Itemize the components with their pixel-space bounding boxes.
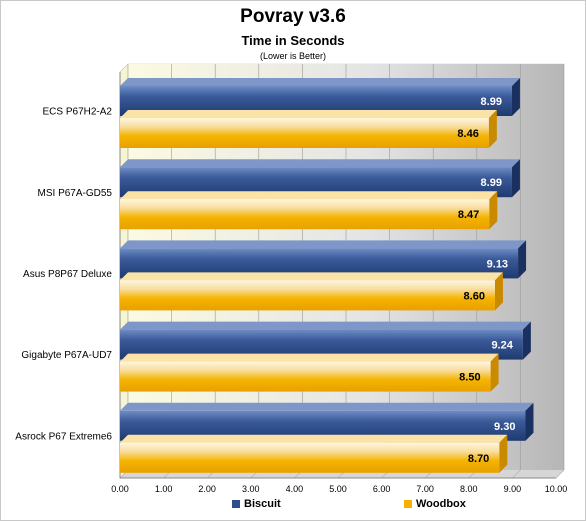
bar-woodbox [120,361,491,392]
bar-biscuit-top [120,78,520,86]
chart-title: Povray v3.6 [240,6,346,27]
bar-woodbox-side [499,434,508,473]
bar-biscuit-side [522,321,531,360]
data-label-biscuit: 9.13 [487,258,508,270]
bar-biscuit-top [120,321,531,330]
data-label-woodbox: 8.70 [468,453,489,465]
category-label: Asrock P67 Extreme6 [15,431,112,442]
category-label: Asus P8P67 Deluxe [23,269,112,280]
x-tick-label: 9.00 [504,484,522,494]
bar-biscuit-top [120,159,520,168]
bar-woodbox-side [489,191,498,230]
category-label: MSI P67A-GD55 [38,188,113,199]
bar-biscuit-side [511,159,520,198]
bar-woodbox [120,118,489,148]
legend-item-biscuit: Biscuit [232,498,281,510]
chart-note: (Lower is Better) [259,51,327,61]
bar-woodbox-top [120,434,508,443]
x-tick-label: 2.00 [198,484,216,494]
chart-subtitle: Time in Seconds [241,33,345,48]
x-tick-label: 6.00 [373,484,391,494]
data-label-biscuit: 9.24 [491,340,513,352]
x-tick-label: 0.00 [111,484,129,494]
bar-woodbox [120,280,495,311]
category-label: ECS P67H2-A2 [43,107,113,118]
x-tick-label: 5.00 [329,484,347,494]
legend-item-woodbox: Woodbox [404,498,466,510]
gridline-floor [555,469,565,479]
bar-biscuit-side [511,78,520,116]
x-tick-label: 3.00 [242,484,260,494]
bar-woodbox-side [488,110,497,148]
bar-woodbox-top [120,272,503,281]
legend: Biscuit Woodbox [0,498,586,514]
bar-woodbox-top [120,191,498,200]
gridline-floor [512,469,521,479]
x-tick-label: 10.00 [545,484,568,494]
legend-swatch-woodbox [404,500,412,509]
data-label-woodbox: 8.46 [457,128,478,140]
x-tick-label: 7.00 [416,484,434,494]
x-tick-label: 1.00 [155,484,173,494]
bar-woodbox-top [120,353,499,362]
bar-woodbox [120,199,490,230]
legend-swatch-biscuit [232,500,240,509]
legend-label-biscuit: Biscuit [244,498,281,510]
legend-label-woodbox: Woodbox [416,498,466,510]
data-label-woodbox: 8.50 [459,372,480,384]
bar-biscuit-top [120,240,527,249]
bar-woodbox-top [120,110,497,118]
data-label-biscuit: 9.30 [494,421,515,433]
category-label: Gigabyte P67A-UD7 [21,350,112,361]
x-tick-label: 4.00 [286,484,304,494]
data-label-woodbox: 8.60 [464,290,485,302]
x-tick-label: 8.00 [460,484,478,494]
data-label-woodbox: 8.47 [458,209,479,221]
data-label-biscuit: 8.99 [481,177,502,189]
bar-woodbox-side [490,353,499,392]
bar-woodbox-side [494,272,503,311]
bar-biscuit-side [518,240,527,279]
bar-woodbox [120,442,500,473]
data-label-biscuit: 8.99 [481,96,502,108]
bar-biscuit-top [120,402,534,411]
bar-biscuit-side [525,402,534,441]
